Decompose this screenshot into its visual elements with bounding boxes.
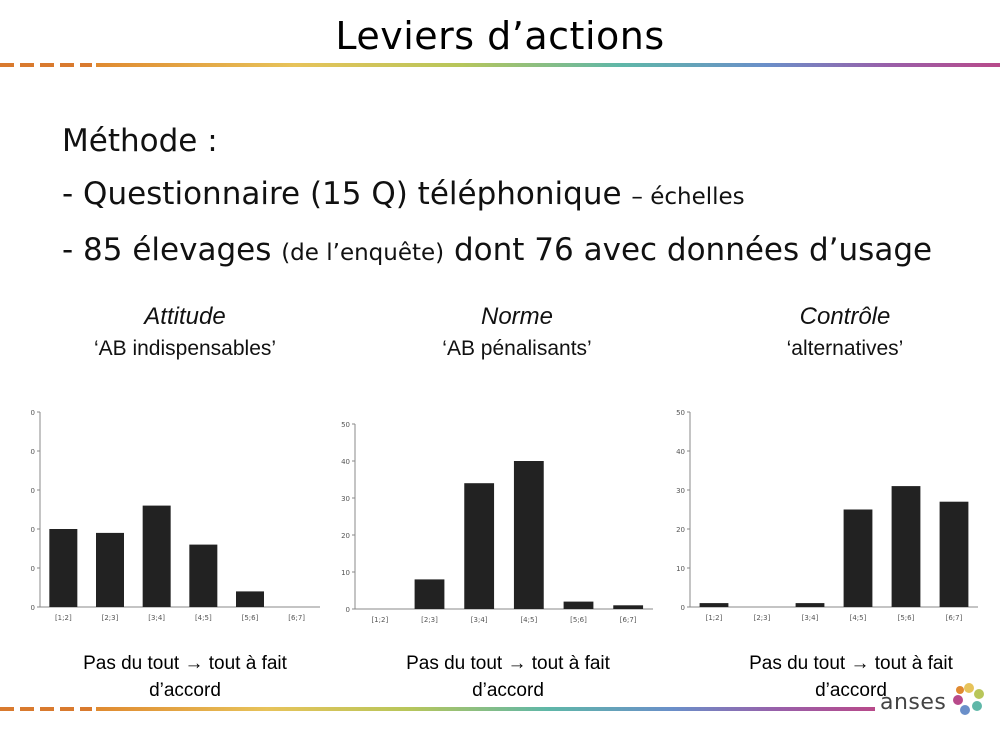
bar — [613, 605, 644, 609]
chart-attitude-svg: 0 10 20 30 40 50 [1;2] [2;3] [3;4] [4;5] [5;6] [6;7… — [26, 409, 320, 622]
panel-title: Contrôle — [799, 303, 891, 330]
method-line-2: - 85 élevages (de l’enquête) dont 76 ave… — [62, 224, 982, 280]
caption-line-1: Pas du tout → tout à fait — [406, 653, 610, 674]
bar — [891, 486, 921, 607]
y-tick-label: 40 — [341, 458, 350, 466]
bar — [236, 591, 264, 607]
y-tick-label: 40 — [30, 448, 35, 456]
y-tick-label: 50 — [341, 421, 350, 429]
caption-controle: Pas du tout → tout à fait d’accord — [686, 650, 1000, 704]
x-tick-label: [2;3] — [102, 614, 119, 622]
x-tick-label: [5;6] — [242, 614, 259, 622]
panel-attitude-header: Attitude ‘AB indispensables’ — [20, 300, 350, 364]
y-tick-label: 0 — [681, 604, 685, 612]
caption-attitude: Pas du tout → tout à fait d’accord — [20, 650, 350, 704]
chart-controle: 0 10 20 30 40 50 [1;2] [2;3] [3;4] [4;5] [5;6] [6;7… — [670, 402, 980, 636]
x-tick-label: [2;3] — [421, 616, 438, 624]
y-tick-label: 50 — [30, 409, 35, 417]
panel-norme-header: Norme ‘AB pénalisants’ — [352, 300, 682, 364]
y-tick-label: 10 — [30, 565, 35, 573]
caption-line-1: Pas du tout → tout à fait — [83, 653, 287, 674]
x-tick-label: [6;7] — [288, 614, 305, 622]
chart-norme: 0 10 20 30 40 50 [1;2] [2;3] [3;4] [4;5] [5;6] [6;7… — [335, 402, 655, 636]
y-tick-label: 20 — [341, 532, 350, 540]
x-tick-label: [1;2] — [371, 616, 388, 624]
slide-title: Leviers d’actions — [335, 14, 665, 58]
caption-norme: Pas du tout → tout à fait d’accord — [343, 650, 673, 704]
method-line-2-b: dont 76 avec données d’usage — [454, 232, 933, 268]
method-line-2-a: - 85 élevages — [62, 232, 272, 268]
bar — [414, 579, 445, 609]
panel-controle-header: Contrôle ‘alternatives’ — [680, 300, 1000, 364]
y-tick-label: 0 — [346, 606, 350, 614]
bar — [795, 603, 825, 607]
y-tick-label: 0 — [31, 604, 35, 612]
panel-title: Norme — [480, 303, 553, 330]
bar — [843, 509, 873, 607]
x-tick-label: [4;5] — [850, 614, 867, 622]
bar — [189, 544, 218, 607]
bottom-divider — [0, 706, 1000, 712]
bar — [142, 505, 171, 607]
y-tick-label: 10 — [676, 565, 685, 573]
anses-logo: anses — [880, 682, 990, 722]
x-tick-label: [4;5] — [520, 616, 537, 624]
method-block: Méthode : - Questionnaire (15 Q) télépho… — [62, 115, 982, 280]
x-tick-label: [3;4] — [148, 614, 165, 622]
bar — [513, 461, 544, 609]
bar — [699, 603, 729, 607]
bar — [49, 529, 78, 607]
caption-line-2: d’accord — [472, 680, 544, 701]
y-tick-label: 30 — [676, 487, 685, 495]
panel-subtitle: ‘alternatives’ — [786, 337, 904, 360]
caption-line-1: Pas du tout → tout à fait — [749, 653, 953, 674]
x-tick-label: [6;7] — [946, 614, 963, 622]
method-line-1-small: – échelles — [631, 184, 745, 210]
bar — [939, 501, 969, 607]
method-heading: Méthode : — [62, 123, 218, 159]
caption-line-2: d’accord — [815, 680, 887, 701]
x-tick-label: [2;3] — [754, 614, 771, 622]
y-tick-label: 30 — [30, 487, 35, 495]
panel-title: Attitude — [144, 303, 226, 330]
y-tick-label: 30 — [341, 495, 350, 503]
x-tick-label: [3;4] — [471, 616, 488, 624]
panel-subtitle: ‘AB pénalisants’ — [442, 337, 592, 360]
bar — [96, 532, 124, 607]
x-tick-label: [5;6] — [898, 614, 915, 622]
x-tick-label: [6;7] — [620, 616, 637, 624]
x-tick-label: [4;5] — [195, 614, 212, 622]
x-tick-label: [5;6] — [570, 616, 587, 624]
y-tick-label: 50 — [676, 409, 685, 417]
bar — [464, 483, 495, 609]
method-line-1: - Questionnaire (15 Q) téléphonique – éc… — [62, 168, 982, 224]
chart-norme-svg: 0 10 20 30 40 50 [1;2] [2;3] [3;4] [4;5] [5;6] [6;7… — [341, 421, 653, 624]
top-divider — [0, 62, 1000, 68]
bar — [563, 601, 594, 609]
chart-attitude: 0 10 20 30 40 50 [1;2] [2;3] [3;4] [4;5] [5;6] [6;7… — [26, 402, 330, 636]
y-tick-label: 20 — [30, 526, 35, 534]
logo-wordmark: anses — [880, 690, 947, 715]
x-tick-label: [1;2] — [55, 614, 72, 622]
x-tick-label: [3;4] — [802, 614, 819, 622]
caption-line-2: d’accord — [149, 680, 221, 701]
y-tick-label: 20 — [676, 526, 685, 534]
method-line-1-main: - Questionnaire (15 Q) téléphonique — [62, 176, 622, 212]
flower-logo-icon — [953, 683, 984, 715]
method-line-2-small: (de l’enquête) — [281, 240, 445, 266]
y-tick-label: 10 — [341, 569, 350, 577]
y-tick-label: 40 — [676, 448, 685, 456]
panel-subtitle: ‘AB indispensables’ — [93, 337, 277, 360]
x-tick-label: [1;2] — [706, 614, 723, 622]
chart-controle-svg: 0 10 20 30 40 50 [1;2] [2;3] [3;4] [4;5] [5;6] [6;7… — [676, 409, 978, 622]
